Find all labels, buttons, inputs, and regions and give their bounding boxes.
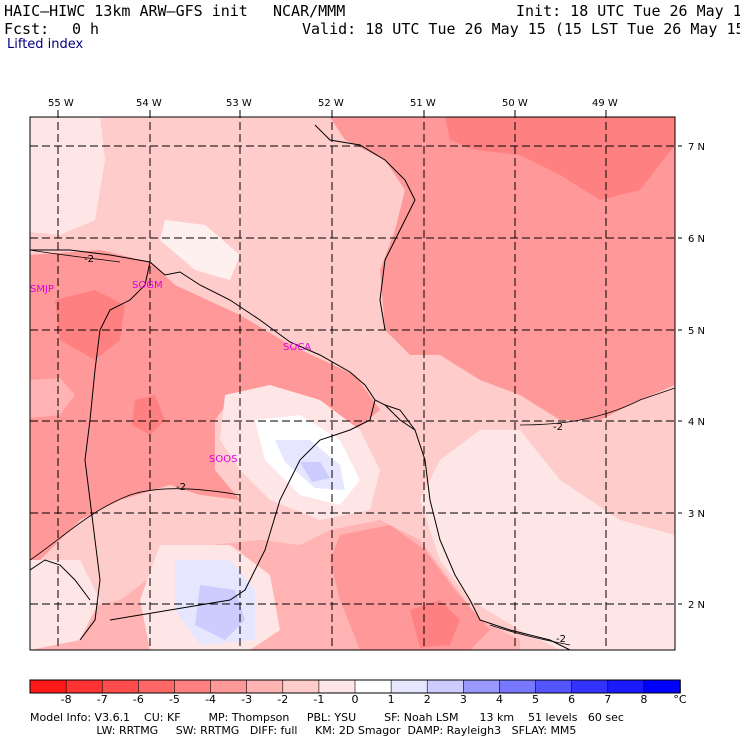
colorbar-tick-label: 7 bbox=[604, 693, 612, 706]
contour-label: -2 bbox=[553, 422, 563, 433]
contour-label: -2 bbox=[84, 254, 94, 265]
colorbar-cell bbox=[101, 679, 140, 694]
lon-label: 49 W bbox=[592, 98, 618, 109]
lat-label: 5 N bbox=[688, 326, 705, 337]
lon-label: 53 W bbox=[226, 98, 252, 109]
colorbar-tick-label: -6 bbox=[132, 693, 144, 706]
colorbar-tick-label: 8 bbox=[640, 693, 648, 706]
colorbar-tick-label: -1 bbox=[313, 693, 325, 706]
colorbar-cell bbox=[499, 679, 537, 694]
contour-lines bbox=[30, 249, 675, 646]
station-label: SMJP bbox=[30, 284, 54, 295]
model-info-line1: Model Info: V3.6.1 CU: KF MP: Thompson P… bbox=[30, 711, 624, 724]
colorbar-tick-label: 5 bbox=[532, 693, 540, 706]
lon-label: 52 W bbox=[318, 98, 344, 109]
lon-label: 54 W bbox=[136, 98, 162, 109]
colorbar-tick-label: -8 bbox=[60, 693, 72, 706]
colorbar-tick-label: -7 bbox=[96, 693, 108, 706]
colorbar-cell bbox=[643, 679, 681, 694]
station-label: SOGM bbox=[132, 280, 163, 291]
colorbar-unit: °C bbox=[673, 693, 687, 706]
colorbar-cell bbox=[318, 679, 356, 694]
lon-label: 51 W bbox=[410, 98, 436, 109]
forecast-label: Fcst: bbox=[4, 20, 50, 38]
colorbar-cell bbox=[535, 679, 573, 694]
contour-label: -2 bbox=[176, 482, 186, 493]
model-title: HAIC—HIWC 13km ARW—GFS init bbox=[4, 2, 248, 20]
model-info-line2: LW: RRTMG SW: RRTMG DIFF: full KM: 2D Sm… bbox=[30, 724, 577, 737]
lat-label: 3 N bbox=[688, 509, 705, 520]
colorbar-cell bbox=[29, 679, 67, 694]
colorbar-tick-label: 3 bbox=[459, 693, 467, 706]
org-label: NCAR/MMM bbox=[273, 2, 346, 20]
station-label: SOOS bbox=[209, 454, 237, 465]
colorbar-tick-label: 0 bbox=[351, 693, 359, 706]
lat-label: 4 N bbox=[688, 417, 705, 428]
lat-label: 6 N bbox=[688, 234, 705, 245]
colorbar-tick-label: 2 bbox=[423, 693, 431, 706]
colorbar-cell bbox=[65, 679, 104, 694]
field-name: Lifted index bbox=[7, 37, 84, 52]
colorbar-cell bbox=[390, 679, 429, 694]
colorbar-tick-label: 1 bbox=[387, 693, 395, 706]
valid-time: Valid: 18 UTC Tue 26 May 15 (15 LST Tue … bbox=[302, 20, 740, 38]
colorbar-tick-label: -4 bbox=[205, 693, 217, 706]
colorbar-tick-label: -5 bbox=[168, 693, 180, 706]
lon-label: 50 W bbox=[502, 98, 528, 109]
lifted-index-map: 55 W 54 W 53 W 52 W 51 W 50 W 49 W 7 N 6… bbox=[29, 98, 705, 651]
colorbar bbox=[29, 679, 681, 694]
colorbar-cell bbox=[571, 679, 609, 694]
contour-label: -2 bbox=[556, 634, 566, 645]
map-border bbox=[29, 116, 676, 651]
lat-label: 2 N bbox=[688, 600, 705, 611]
init-time: Init: 18 UTC Tue 26 May 15 bbox=[516, 2, 740, 20]
colorbar-tick-label: 4 bbox=[495, 693, 503, 706]
colorbar-cell bbox=[282, 679, 320, 694]
colorbar-cell bbox=[354, 679, 392, 694]
forecast-hour: 0 h bbox=[72, 20, 100, 38]
lon-label: 55 W bbox=[48, 98, 74, 109]
coastlines bbox=[30, 124, 571, 650]
colorbar-cell bbox=[607, 679, 645, 694]
colorbar-cell bbox=[246, 679, 284, 694]
colorbar-cell bbox=[210, 679, 248, 694]
lat-label: 7 N bbox=[688, 142, 705, 153]
colorbar-tick-label: -3 bbox=[241, 693, 253, 706]
colorbar-cell bbox=[138, 679, 176, 694]
colorbar-cell bbox=[426, 679, 465, 694]
colorbar-cell bbox=[174, 679, 212, 694]
lat-lon-grid bbox=[30, 110, 682, 650]
colorbar-tick-label: 6 bbox=[568, 693, 576, 706]
colorbar-tick-label: -2 bbox=[277, 693, 289, 706]
colorbar-cell bbox=[463, 679, 501, 694]
station-label: SOCA bbox=[283, 342, 311, 353]
